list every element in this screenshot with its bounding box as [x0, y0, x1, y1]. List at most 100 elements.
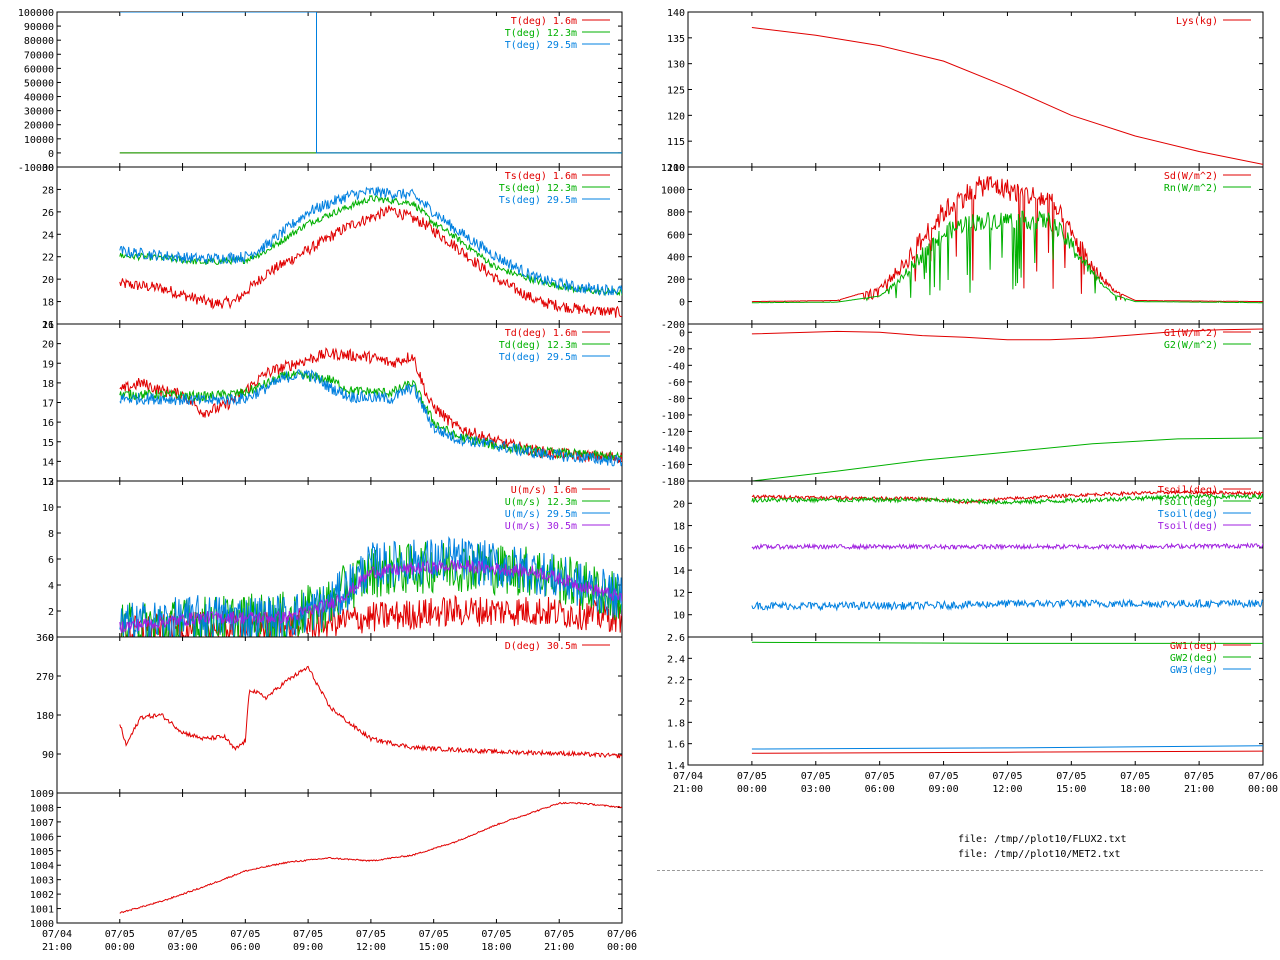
panel-tsoil: 101214161820Tsoil(deg)Tsoil(deg)Tsoil(de… — [673, 480, 1264, 638]
y-tick-label: 24 — [42, 230, 54, 241]
legend-label: G1(W/m^2) — [1164, 328, 1218, 339]
y-tick-label: 0 — [679, 328, 685, 339]
legend-label: U(m/s) 1.6m — [511, 485, 577, 496]
series-line-tsoil-1 — [751, 492, 1263, 506]
y-tick-label: 110 — [667, 163, 685, 174]
y-tick-label: 12 — [42, 477, 54, 488]
x-tick-label: 00:00 — [105, 942, 135, 953]
y-tick-label: 270 — [36, 672, 54, 683]
series-line-rad-1 — [751, 210, 1263, 304]
y-tick-label: 30000 — [24, 107, 54, 118]
y-tick-label: 1200 — [661, 163, 685, 174]
x-tick-label: 06:00 — [865, 784, 895, 795]
series-line-gw-0 — [751, 750, 1263, 754]
series-line-u-3 — [119, 559, 622, 633]
legend-label: Tsoil(deg) — [1158, 521, 1218, 532]
y-tick-label: 1001 — [30, 905, 54, 916]
y-tick-label: -140 — [661, 444, 685, 455]
y-tick-label: 1.4 — [667, 761, 685, 772]
y-tick-label: 1003 — [30, 876, 54, 887]
legend-label: U(m/s) 12.3m — [505, 497, 577, 508]
series-line-p-0 — [119, 801, 622, 914]
y-tick-label: 1006 — [30, 832, 54, 843]
x-tick-label: 07/05 — [801, 771, 831, 782]
series-line-tsoil-0 — [751, 489, 1263, 505]
plot-frame — [56, 792, 623, 924]
y-tick-label: -80 — [667, 394, 685, 405]
y-tick-label: 18 — [42, 379, 54, 390]
y-tick-label: 18 — [673, 522, 685, 533]
x-tick-label: 07/06 — [1248, 771, 1278, 782]
y-tick-label: 0 — [48, 633, 54, 644]
y-tick-label: 30 — [42, 163, 54, 174]
legend-label: Rn(W/m^2) — [1164, 183, 1218, 194]
y-tick-label: 4 — [48, 581, 54, 592]
x-tick-label: 06:00 — [230, 942, 260, 953]
panel-u: 0 2 4 6 8 10 12 U(m/s) 1.6mU(m/s) 12.3mU(m/s) 2… — [42, 477, 623, 644]
series-line-lys-0 — [751, 27, 1263, 165]
legend-label: Td(deg) 1.6m — [505, 328, 577, 339]
legend-label: Tsoil(deg) — [1158, 497, 1218, 508]
legend-label: GW3(deg) — [1170, 665, 1218, 676]
y-tick-label: -10000 — [18, 163, 54, 174]
series-line-ts-2 — [119, 186, 622, 297]
x-tick-label: 07/05 — [230, 929, 260, 940]
y-tick-label: -40 — [667, 361, 685, 372]
y-tick-label: 2.6 — [667, 633, 685, 644]
x-tick-label: 07/05 — [992, 771, 1022, 782]
y-tick-label: 120 — [667, 111, 685, 122]
y-tick-label: 1.6 — [667, 740, 685, 751]
x-tick-label: 07/05 — [293, 929, 323, 940]
y-tick-label: 20 — [42, 275, 54, 286]
legend-label: T(deg) 12.3m — [505, 28, 577, 39]
x-tick-label: 07/05 — [105, 929, 135, 940]
y-tick-label: 17 — [42, 399, 54, 410]
x-tick-label: 21:00 — [544, 942, 574, 953]
x-tick-label: 00:00 — [737, 784, 767, 795]
panel-rad: -200 0 200 400 600 800 1000 1200 Sd(W/m^2)Rn(W/m… — [661, 163, 1264, 331]
series-line-g-1 — [751, 437, 1263, 481]
x-tick-label: 12:00 — [992, 784, 1022, 795]
x-tick-label: 09:00 — [293, 942, 323, 953]
x-tick-label: 07/05 — [1120, 771, 1150, 782]
y-tick-label: 100000 — [18, 8, 54, 19]
x-tick-label: 07/05 — [168, 929, 198, 940]
y-tick-label: 1000 — [30, 919, 54, 930]
x-tick-label: 07/05 — [481, 929, 511, 940]
y-tick-label: 18 — [42, 298, 54, 309]
x-tick-label: 07/04 — [673, 771, 703, 782]
x-tick-label: 00:00 — [1248, 784, 1278, 795]
y-tick-label: 14 — [673, 566, 685, 577]
legend-label: Ts(deg) 29.5m — [499, 195, 577, 206]
x-tick-label: 18:00 — [481, 942, 511, 953]
y-tick-label: 6 — [48, 555, 54, 566]
y-tick-label: 10 — [42, 503, 54, 514]
plot-frame — [687, 11, 1264, 168]
y-tick-label: 15 — [42, 438, 54, 449]
series-line-tsoil-2 — [751, 598, 1263, 612]
y-tick-label: 600 — [667, 230, 685, 241]
y-tick-label: 90 — [42, 750, 54, 761]
file-note-met: file: /tmp//plot10/MET2.txt — [958, 849, 1121, 860]
series-line-td-1 — [119, 369, 622, 461]
x-axis-gw: 07/04 21:00 07/05 00:00 07/05 03:00 07/05 06:00… — [673, 771, 1278, 795]
y-tick-label: 2.4 — [667, 654, 685, 665]
y-tick-label: 125 — [667, 86, 685, 97]
panel-p: 1000 1001 1002 1003 1004 1005 1006 1007 1008 1009 — [30, 789, 623, 930]
y-tick-label: 1005 — [30, 847, 54, 858]
legend-label: U(m/s) 29.5m — [505, 509, 577, 520]
y-tick-label: 12 — [673, 588, 685, 599]
y-tick-label: -180 — [661, 477, 685, 488]
legend-label: Ts(deg) 1.6m — [505, 171, 577, 182]
y-tick-label: 1009 — [30, 789, 54, 800]
y-tick-label: 360 — [36, 633, 54, 644]
legend-label: Tsoil(deg) — [1158, 509, 1218, 520]
x-tick-label: 09:00 — [929, 784, 959, 795]
y-tick-label: 200 — [667, 275, 685, 286]
y-tick-label: 2.2 — [667, 676, 685, 687]
y-tick-label: 20 — [673, 499, 685, 510]
y-tick-label: 8 — [48, 529, 54, 540]
series-line-d-0 — [119, 665, 622, 759]
y-tick-label: 115 — [667, 137, 685, 148]
y-tick-label: 800 — [667, 208, 685, 219]
